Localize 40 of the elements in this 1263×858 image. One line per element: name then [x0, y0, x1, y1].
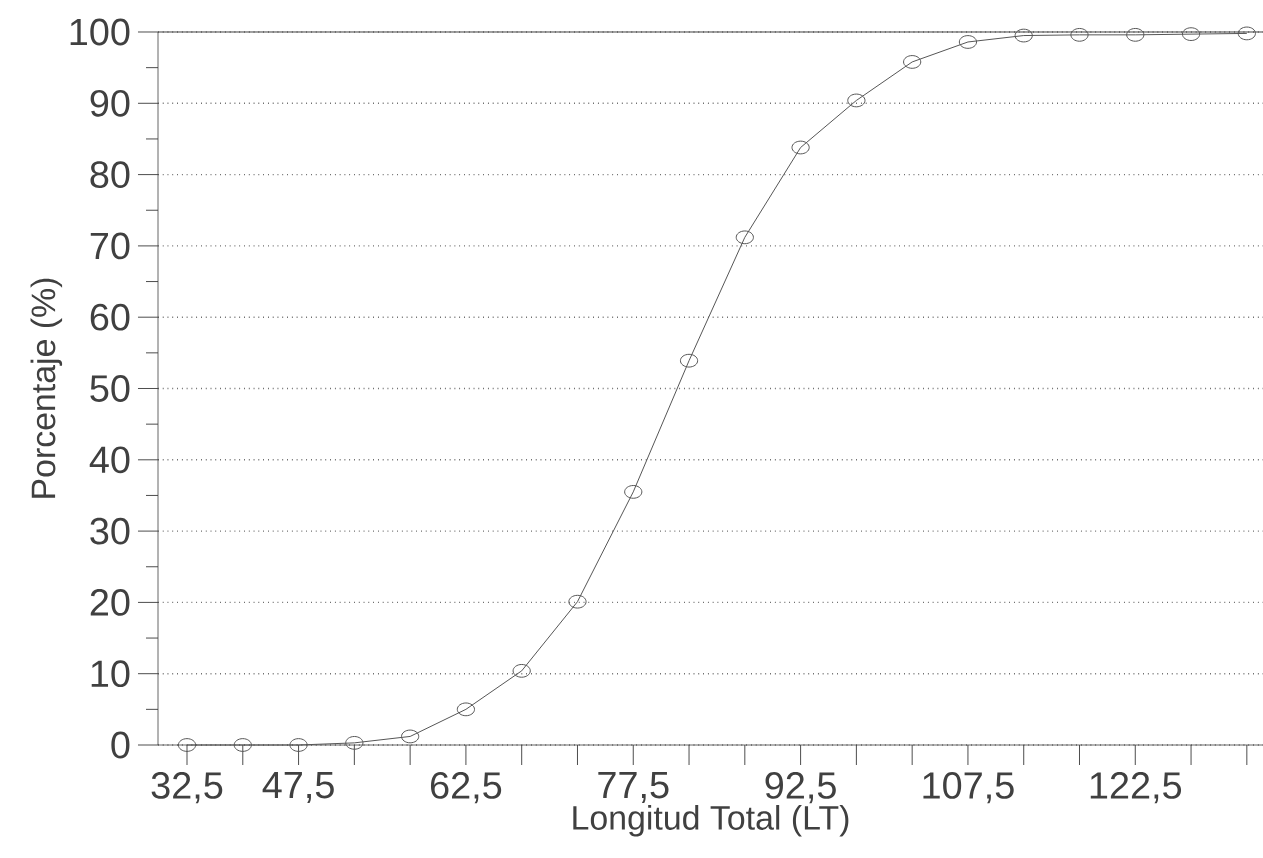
- x-tick-label: 122,5: [1090, 772, 1182, 804]
- y-tick-label: 30: [90, 517, 130, 545]
- x-tick-label: 32,5: [151, 772, 223, 804]
- point: [1014, 28, 1033, 43]
- point: [401, 729, 420, 744]
- point: [679, 353, 699, 368]
- y-tick-label: 60: [90, 303, 130, 331]
- point: [456, 702, 476, 717]
- x-tick-label: 107,5: [923, 772, 1014, 804]
- point: [512, 663, 531, 678]
- y-tick-label: 70: [90, 232, 130, 260]
- point: [568, 594, 587, 609]
- x-tick-label: 77,5: [598, 772, 669, 803]
- y-axis-title: Porcentaje (%): [30, 278, 63, 498]
- x-tick-label: 47,5: [262, 772, 334, 803]
- point: [624, 485, 643, 499]
- y-tick-label: 80: [90, 161, 130, 188]
- point: [735, 230, 754, 245]
- y-tick-label: 100: [70, 18, 130, 46]
- y-tick-label: 10: [91, 660, 130, 688]
- y-tick-label: 50: [90, 375, 130, 402]
- point: [791, 140, 810, 155]
- y-tick-label: 40: [89, 446, 130, 474]
- point: [289, 738, 308, 752]
- point: [1237, 26, 1256, 41]
- point: [847, 93, 866, 108]
- x-axis-title: Longitud Total (LT): [573, 805, 849, 837]
- y-tick-label: 0: [111, 731, 130, 759]
- point: [1070, 27, 1089, 42]
- y-tick-label: 90: [90, 89, 130, 117]
- point: [958, 35, 978, 49]
- point: [345, 735, 364, 750]
- point: [1126, 27, 1145, 42]
- x-tick-label: 62,5: [430, 772, 502, 804]
- point: [1181, 27, 1201, 42]
- point: [177, 738, 197, 752]
- x-tick-label: 92,5: [765, 772, 836, 804]
- point: [233, 738, 252, 752]
- y-tick-label: 20: [90, 588, 130, 616]
- point: [903, 55, 922, 69]
